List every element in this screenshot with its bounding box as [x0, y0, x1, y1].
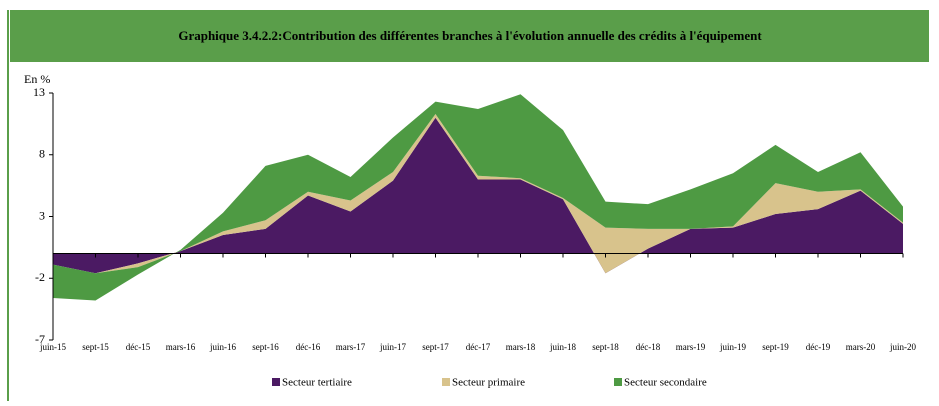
x-tick-label: sept-15 — [82, 342, 109, 352]
x-tick-label: juin-19 — [719, 342, 746, 352]
legend-label: Secteur primaire — [452, 377, 525, 389]
legend-swatch — [442, 378, 450, 386]
legend-label: Secteur tertiaire — [282, 377, 352, 389]
x-tick-label: déc-15 — [126, 342, 151, 352]
x-tick-label: sept-19 — [762, 342, 789, 352]
legend: Secteur tertiaire Secteur primaire Secteur… — [272, 377, 707, 389]
y-tick-label: -7 — [35, 332, 45, 346]
x-tick-label: déc-17 — [466, 342, 491, 352]
x-tick-label: mars-16 — [166, 342, 196, 352]
x-tick-label: juin-16 — [209, 342, 236, 352]
x-tick-label: juin-17 — [379, 342, 406, 352]
x-tick-label: mars-18 — [506, 342, 536, 352]
title-banner — [10, 10, 929, 62]
x-tick-label: mars-19 — [676, 342, 706, 352]
x-tick-label: juin-15 — [39, 342, 66, 352]
y-tick-label: 13 — [33, 85, 45, 99]
x-tick-label: sept-16 — [252, 342, 279, 352]
area — [53, 117, 903, 274]
plot: -7 -2 3 8 13 juin-15 sept-15 déc-15 mars-16 juin-… — [33, 85, 916, 352]
x-tick-label: déc-18 — [636, 342, 661, 352]
chart-title: Graphique 3.4.2.2:Contribution des diffé… — [178, 28, 762, 43]
x-tick-label: déc-19 — [806, 342, 831, 352]
y-tick-label: 3 — [39, 208, 45, 222]
y-tick-label: 8 — [39, 147, 45, 161]
x-tick-label: juin-20 — [889, 342, 916, 352]
x-tick-label: juin-18 — [549, 342, 576, 352]
x-tick-label: mars-17 — [336, 342, 366, 352]
x-tick-label: sept-17 — [422, 342, 449, 352]
x-tick-label: sept-18 — [592, 342, 619, 352]
y-tick-label: -2 — [35, 270, 45, 284]
x-tick-label: mars-20 — [846, 342, 876, 352]
area — [53, 94, 903, 301]
legend-label: Secteur secondaire — [624, 377, 707, 389]
legend-swatch — [272, 378, 280, 386]
legend-swatch — [614, 378, 622, 386]
y-axis-label: En % — [24, 72, 50, 86]
x-tick-label: déc-16 — [296, 342, 321, 352]
